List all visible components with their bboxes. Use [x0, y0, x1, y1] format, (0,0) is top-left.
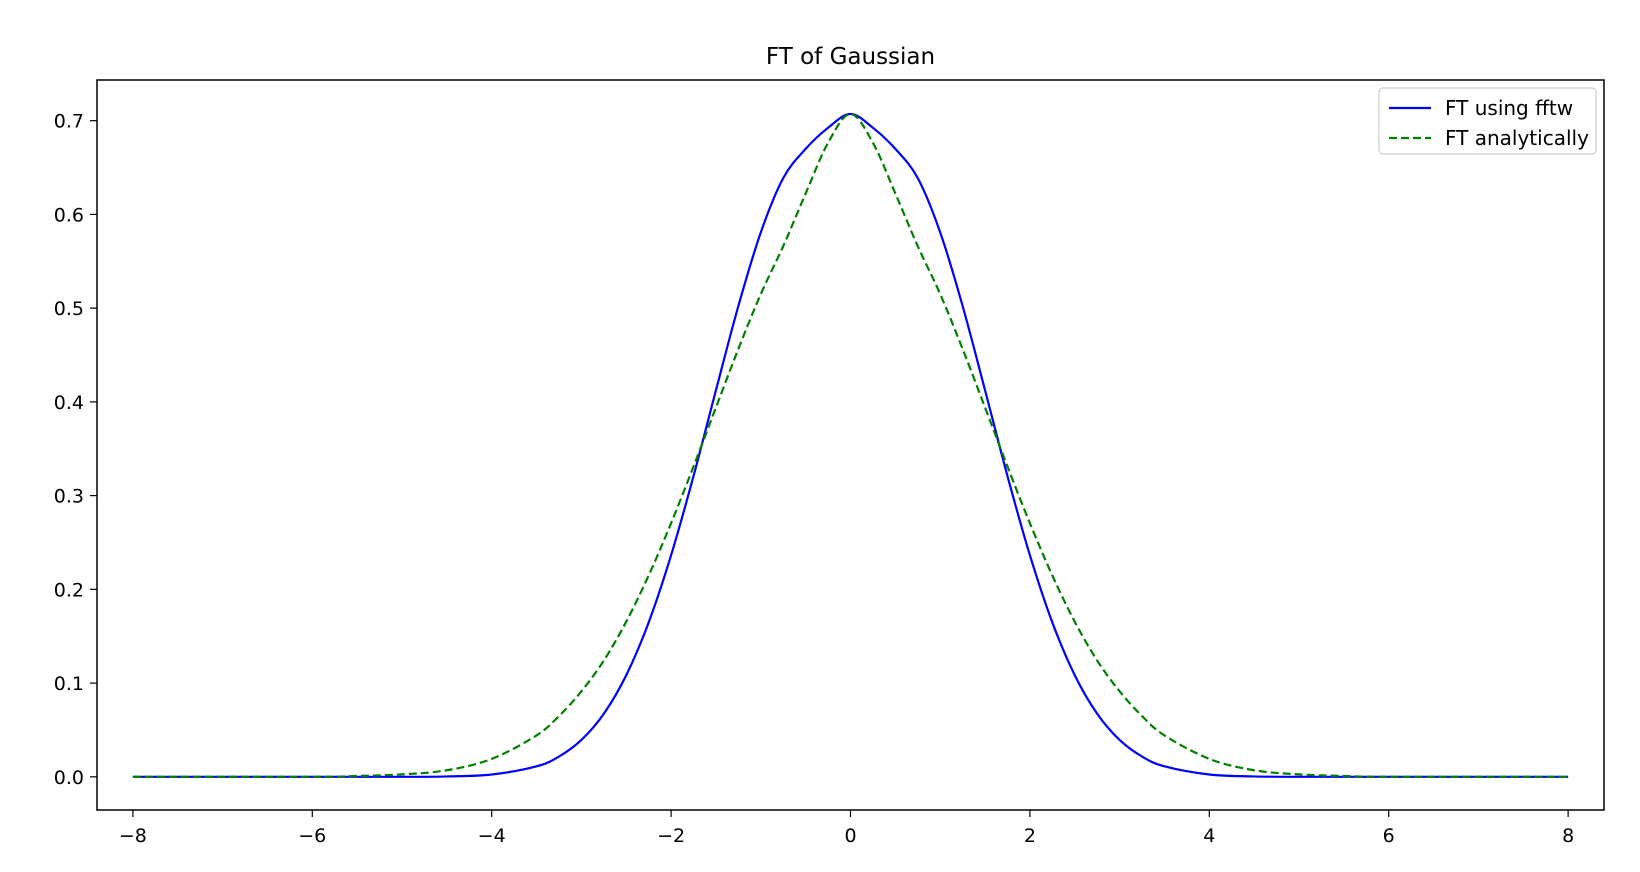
x-tick-label: −6 — [298, 825, 326, 847]
series-line-fftw — [132, 112, 1569, 778]
legend: FT using fftw FT analytically — [1378, 87, 1597, 155]
axes-frame — [96, 79, 1605, 811]
x-tick-label: 0 — [844, 825, 856, 847]
y-tick-label: 0.5 — [54, 298, 84, 320]
series-line-analytic — [132, 112, 1569, 778]
y-tick-label: 0.4 — [54, 392, 84, 414]
y-tick-label: 0.7 — [54, 111, 84, 133]
x-tick-label: −4 — [478, 825, 506, 847]
x-tick-label: −8 — [119, 825, 147, 847]
y-tick-label: 0.2 — [54, 579, 84, 601]
x-tick-label: 2 — [1024, 825, 1036, 847]
y-tick-label: 0.6 — [54, 204, 84, 226]
legend-box — [1378, 87, 1597, 155]
y-tick-label: 0.3 — [54, 486, 84, 508]
legend-label: FT analytically — [1445, 126, 1589, 150]
legend-label: FT using fftw — [1445, 96, 1573, 120]
x-axis: −8 −6 −4 −2 0 2 4 6 8 — [119, 810, 1574, 847]
x-tick-label: 4 — [1203, 825, 1215, 847]
y-tick-label: 0.0 — [54, 767, 84, 789]
chart-title: FT of Gaussian — [766, 44, 935, 70]
series-layer — [132, 112, 1569, 778]
x-tick-label: 6 — [1383, 825, 1395, 847]
y-axis: 0.0 0.1 0.2 0.3 0.4 0.5 0.6 0.7 — [54, 111, 97, 789]
y-tick-label: 0.1 — [54, 673, 84, 695]
x-tick-label: 8 — [1562, 825, 1574, 847]
x-tick-label: −2 — [657, 825, 685, 847]
